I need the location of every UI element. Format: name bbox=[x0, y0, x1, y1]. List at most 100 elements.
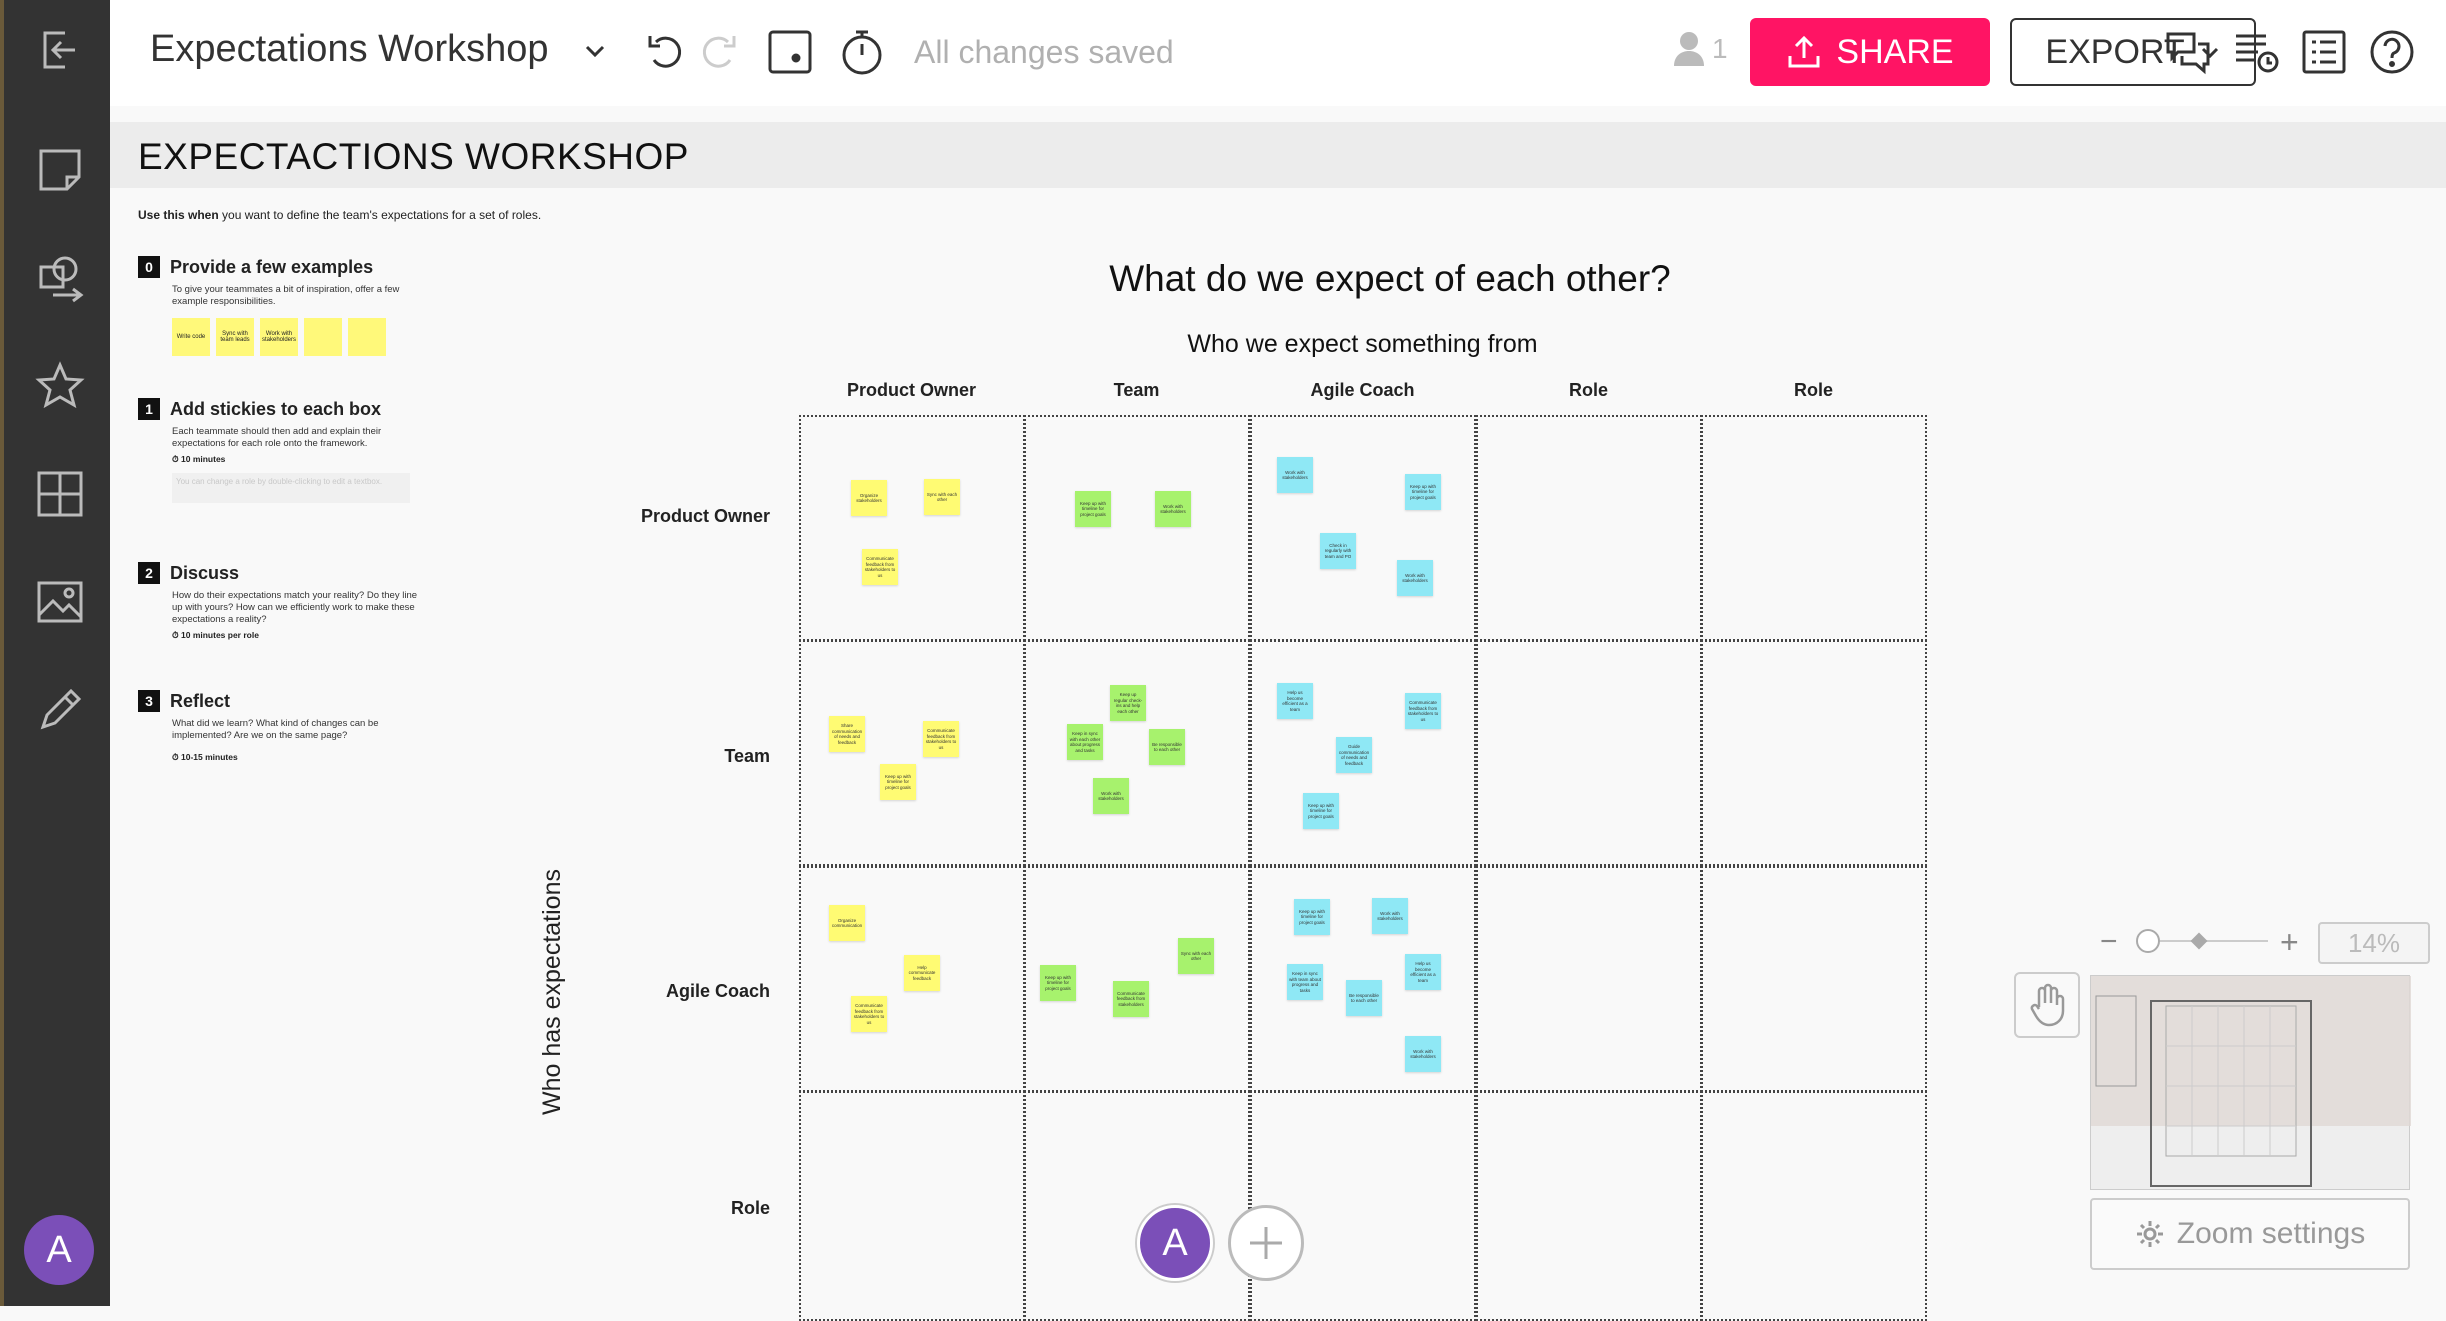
sticky-note[interactable]: Keep up with timeline for project goals bbox=[1040, 965, 1076, 1001]
image-icon[interactable] bbox=[32, 574, 88, 630]
pan-tool-button[interactable] bbox=[2014, 972, 2080, 1038]
sticky-note[interactable]: Work with stakeholders bbox=[1093, 778, 1129, 814]
matrix-subtitle[interactable]: Who we expect something from bbox=[1187, 330, 1538, 358]
sticky-note[interactable]: Be responsible to each other bbox=[1149, 729, 1185, 765]
zoom-level[interactable]: 14% bbox=[2318, 922, 2430, 964]
invite-collaborator-button[interactable] bbox=[1228, 1205, 1304, 1281]
sticky-note[interactable]: Check in regularly with team and PO bbox=[1320, 533, 1356, 569]
sticky-note[interactable]: Communicate feedback from stakeholders t… bbox=[1405, 693, 1441, 729]
zoom-slider-handle[interactable] bbox=[2136, 929, 2160, 953]
shapes-icon[interactable] bbox=[32, 250, 88, 306]
row-header[interactable]: Product Owner bbox=[640, 506, 770, 526]
intro-text[interactable]: Use this when you want to define the tea… bbox=[138, 208, 541, 222]
collaborator-count[interactable]: 1 bbox=[1672, 30, 1728, 68]
example-sticky[interactable] bbox=[304, 318, 342, 356]
sticky-note[interactable]: Keep up with timeline for project goals bbox=[1075, 491, 1111, 527]
sticky-note[interactable]: Communicate feedback from stakeholders bbox=[1113, 981, 1149, 1017]
matrix-cell[interactable] bbox=[1250, 640, 1476, 866]
row-header[interactable]: Team bbox=[724, 746, 770, 766]
column-header[interactable]: Role bbox=[1568, 380, 1608, 400]
comments-icon[interactable] bbox=[2162, 26, 2214, 78]
avatar[interactable]: A bbox=[24, 1215, 94, 1285]
collaborator-avatar[interactable]: A bbox=[1137, 1205, 1213, 1281]
sticky-note[interactable]: Guide communication of needs and feedbac… bbox=[1336, 737, 1372, 773]
sticky-note[interactable]: Communicate feedback from stakeholders t… bbox=[923, 721, 959, 757]
sticky-note-icon[interactable] bbox=[32, 142, 88, 198]
zoom-settings-button[interactable]: Zoom settings bbox=[2090, 1198, 2410, 1270]
row-header[interactable]: Agile Coach bbox=[665, 981, 770, 1001]
chevron-down-icon[interactable] bbox=[580, 36, 610, 66]
matrix-cell[interactable] bbox=[1701, 866, 1927, 1092]
sticky-note[interactable]: Keep up with timeline for project goals bbox=[1303, 793, 1339, 829]
vertical-axis-label[interactable]: Who has expectations bbox=[538, 869, 566, 1115]
star-icon[interactable] bbox=[32, 358, 88, 414]
sticky-note[interactable]: Keep in sync with team about progress an… bbox=[1287, 964, 1323, 1000]
exit-icon[interactable] bbox=[32, 22, 88, 78]
zoom-in-button[interactable]: + bbox=[2280, 924, 2299, 960]
example-sticky[interactable]: Work with stakeholders bbox=[260, 318, 298, 356]
sticky-note[interactable]: Organize communication bbox=[829, 905, 865, 941]
sticky-note[interactable]: Communicate feedback from stakeholders t… bbox=[851, 996, 887, 1032]
sticky-note[interactable]: Share communication of needs and feedbac… bbox=[829, 716, 865, 752]
matrix-cell[interactable] bbox=[1250, 1091, 1476, 1321]
matrix-cell[interactable] bbox=[1024, 640, 1250, 866]
matrix-cell[interactable] bbox=[1476, 640, 1702, 866]
help-icon[interactable] bbox=[2366, 26, 2418, 78]
step-3[interactable]: 3 Reflect What did we learn? What kind of… bbox=[138, 690, 428, 763]
matrix-cell[interactable] bbox=[1250, 415, 1476, 641]
frame-icon[interactable] bbox=[764, 26, 816, 78]
sticky-note[interactable]: Be responsible to each other bbox=[1346, 980, 1382, 1016]
step-2[interactable]: 2 Discuss How do their expectations match… bbox=[138, 562, 428, 641]
matrix-cell[interactable] bbox=[1701, 640, 1927, 866]
matrix-cell[interactable] bbox=[1476, 1091, 1702, 1321]
zoom-out-button[interactable]: − bbox=[2100, 925, 2118, 958]
zoom-slider-track[interactable] bbox=[2148, 940, 2268, 942]
matrix-cell[interactable] bbox=[1701, 415, 1927, 641]
step-0[interactable]: 0 Provide a few examples To give your tea… bbox=[138, 256, 428, 356]
matrix-title[interactable]: What do we expect of each other? bbox=[1109, 258, 1671, 299]
sticky-note[interactable]: Organize stakeholders bbox=[851, 480, 887, 516]
matrix-cell[interactable] bbox=[799, 1091, 1025, 1321]
redo-icon[interactable] bbox=[692, 26, 744, 78]
sticky-note[interactable]: Keep up with timeline for project goals bbox=[880, 764, 916, 800]
grid-template-icon[interactable] bbox=[32, 466, 88, 522]
sticky-note[interactable]: Work with stakeholders bbox=[1277, 457, 1313, 493]
step-1[interactable]: 1 Add stickies to each box Each teammate … bbox=[138, 398, 428, 503]
sticky-note[interactable]: Work with stakeholders bbox=[1397, 560, 1433, 596]
banner-title[interactable]: EXPECTACTIONS WORKSHOP bbox=[138, 136, 689, 177]
sticky-note[interactable]: Sync with each other bbox=[924, 479, 960, 515]
sticky-note[interactable]: Work with stakeholders bbox=[1372, 898, 1408, 934]
column-header[interactable]: Agile Coach bbox=[1310, 380, 1415, 400]
minimap[interactable] bbox=[2090, 975, 2411, 1190]
matrix-cell[interactable] bbox=[1024, 1091, 1250, 1321]
column-header[interactable]: Product Owner bbox=[846, 380, 976, 400]
timer-icon[interactable] bbox=[836, 26, 888, 78]
export-button[interactable]: EXPORT bbox=[2010, 18, 2256, 86]
share-button[interactable]: SHARE bbox=[1750, 18, 1990, 86]
matrix-cell[interactable] bbox=[1250, 866, 1476, 1092]
pencil-icon[interactable] bbox=[32, 682, 88, 738]
column-header[interactable]: Role bbox=[1793, 380, 1833, 400]
matrix-cell[interactable] bbox=[1476, 415, 1702, 641]
sticky-note[interactable]: Help us become efficient as a team bbox=[1405, 954, 1441, 990]
matrix-cell[interactable] bbox=[1476, 866, 1702, 1092]
sticky-note[interactable]: Keep up regular check-ins and help each … bbox=[1110, 685, 1146, 721]
matrix-cell[interactable] bbox=[1024, 415, 1250, 641]
sticky-note[interactable]: Keep in sync with each other about progr… bbox=[1067, 724, 1103, 760]
matrix-cell[interactable] bbox=[799, 415, 1025, 641]
sticky-note[interactable]: Keep up with timeline for project goals bbox=[1294, 899, 1330, 935]
example-sticky[interactable]: Write code bbox=[172, 318, 210, 356]
example-sticky[interactable] bbox=[348, 318, 386, 356]
sticky-note[interactable]: Help communicate feedback bbox=[904, 955, 940, 991]
matrix-cell[interactable] bbox=[1701, 1091, 1927, 1321]
board-title[interactable]: Expectations Workshop bbox=[150, 28, 549, 70]
column-header[interactable]: Team bbox=[1113, 380, 1160, 400]
example-sticky[interactable]: Sync with team leads bbox=[216, 318, 254, 356]
sticky-note[interactable]: Keep up with timeline for project goals bbox=[1405, 474, 1441, 510]
hint-text[interactable]: You can change a role by double-clicking… bbox=[172, 473, 410, 503]
matrix-cell[interactable] bbox=[799, 640, 1025, 866]
sticky-note[interactable]: Help us become efficient as a team bbox=[1277, 683, 1313, 719]
row-header[interactable]: Role bbox=[730, 1198, 770, 1218]
sticky-note[interactable]: Work with stakeholders bbox=[1155, 491, 1191, 527]
sticky-note[interactable]: Sync with each other bbox=[1178, 938, 1214, 974]
